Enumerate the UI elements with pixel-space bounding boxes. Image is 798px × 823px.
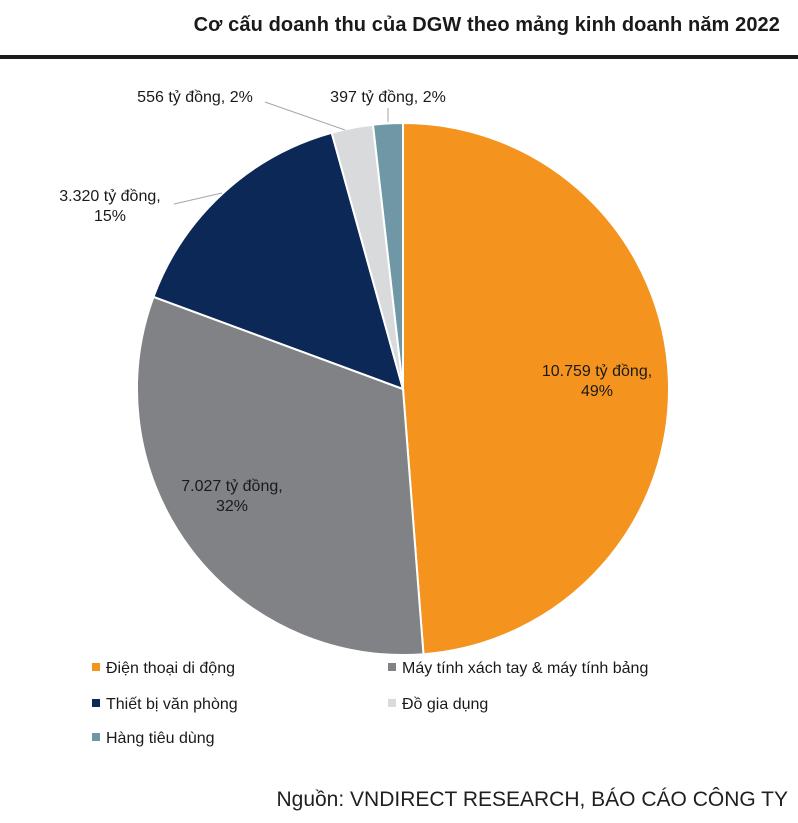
data-label-1: 7.027 tỷ đồng, 32% <box>181 478 282 515</box>
pie-slice-2 <box>152 131 405 391</box>
pie-slice-0 <box>402 121 670 656</box>
legend-swatch <box>388 699 396 707</box>
legend-label: Thiết bị văn phòng <box>106 696 238 713</box>
legend-swatch <box>92 699 100 707</box>
leader-line-2 <box>173 192 223 205</box>
pie-slice-4 <box>371 121 404 390</box>
data-label-2: 3.320 tỷ đồng, 15% <box>59 188 160 225</box>
chart-title: Cơ cấu doanh thu của DGW theo mảng kinh … <box>193 14 780 36</box>
pie-slice-1 <box>136 295 425 656</box>
legend-item-dien-thoai: Điện thoại di động <box>92 660 235 678</box>
data-label-3: 556 tỷ đồng, 2% <box>137 89 253 106</box>
legend-item-hang-tieu-dung: Hàng tiêu dùng <box>92 730 215 748</box>
legend-label: Điện thoại di động <box>106 660 235 677</box>
legend-item-may-tinh: Máy tính xách tay & máy tính bảng <box>388 660 648 678</box>
legend-item-do-gia-dung: Đồ gia dụng <box>388 696 488 714</box>
legend-label: Hàng tiêu dùng <box>106 730 215 747</box>
legend-label: Đồ gia dụng <box>402 696 489 713</box>
data-label-0: 10.759 tỷ đồng, 49% <box>542 363 652 400</box>
legend-swatch <box>388 663 396 671</box>
leader-line-3 <box>264 101 346 131</box>
legend-label: Máy tính xách tay & máy tính bảng <box>402 660 649 677</box>
source-note: Nguồn: VNDIRECT RESEARCH, BÁO CÁO CÔNG T… <box>276 788 788 811</box>
legend-swatch <box>92 663 100 671</box>
legend-item-thiet-bi: Thiết bị văn phòng <box>92 696 238 714</box>
title-divider <box>0 55 798 59</box>
legend-swatch <box>92 733 100 741</box>
data-label-4: 397 tỷ đồng, 2% <box>330 89 446 106</box>
